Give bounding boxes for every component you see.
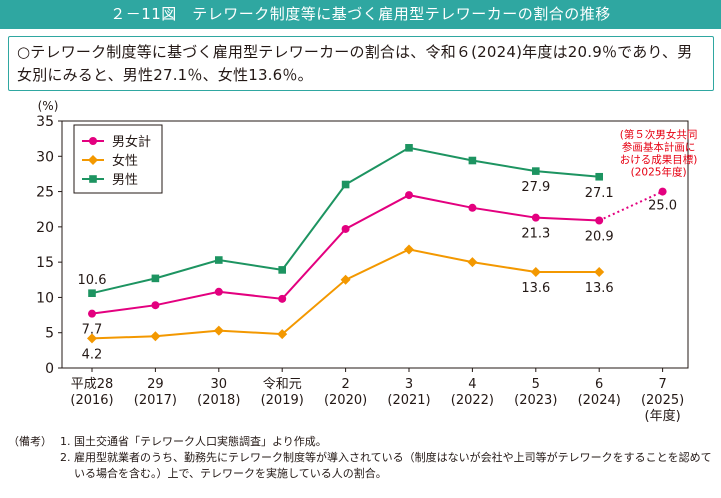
target-annotation-line: (第５次男女共同 xyxy=(620,128,698,141)
x-tick-label: 2 xyxy=(341,377,349,392)
data-point xyxy=(532,167,540,175)
data-point xyxy=(341,180,350,189)
note-text: 雇用型就業者のうち、勤務先にテレワーク制度等が導入されている（制度はないが会社や… xyxy=(74,451,712,480)
y-tick-label: 0 xyxy=(45,361,54,377)
summary-text: ○テレワーク制度等に基づく雇用型テレワーカーの割合は、令和６(2024)年度は2… xyxy=(17,43,693,84)
x-tick-label-year: (2022) xyxy=(451,393,494,408)
data-label: 7.7 xyxy=(82,323,103,338)
notes: （備考） 1. 国土交通省「テレワーク人口実態調査」より作成。 2. 雇用型就業… xyxy=(8,434,718,482)
data-label: 4.2 xyxy=(82,347,103,362)
data-point xyxy=(341,224,350,233)
x-tick-label-year: (2019) xyxy=(261,393,304,408)
y-axis-unit-label: (%) xyxy=(38,99,59,113)
target-annotation-line: (2025年度) xyxy=(631,166,687,179)
x-tick-label: 30 xyxy=(211,377,228,392)
x-tick-label: 4 xyxy=(468,377,476,392)
legend-marker xyxy=(88,155,98,165)
data-label: 27.9 xyxy=(521,180,550,195)
legend-marker xyxy=(89,137,97,145)
x-tick-label: 令和元 xyxy=(263,377,302,392)
x-tick-label-year: (2016) xyxy=(70,393,113,408)
data-point xyxy=(405,191,413,200)
legend-marker xyxy=(89,175,97,183)
data-point xyxy=(468,156,477,165)
data-point xyxy=(467,257,478,268)
data-point xyxy=(404,244,414,255)
data-point xyxy=(88,309,96,318)
y-tick-label: 5 xyxy=(45,326,54,342)
x-tick-label: 5 xyxy=(532,377,540,392)
y-tick-label: 25 xyxy=(36,185,54,201)
legend-label: 男女計 xyxy=(112,134,151,150)
target-point xyxy=(658,187,667,196)
data-point xyxy=(340,274,351,285)
data-point xyxy=(405,144,413,152)
figure-title: ２－11図 テレワーク制度等に基づく雇用型テレワーカーの割合の推移 xyxy=(0,0,721,29)
data-label: 13.6 xyxy=(585,281,614,296)
data-point xyxy=(530,267,541,278)
data-point xyxy=(87,333,97,344)
data-point xyxy=(215,256,223,264)
y-tick-label: 20 xyxy=(36,220,54,236)
legend-label: 男性 xyxy=(112,173,138,188)
series-line-2 xyxy=(91,146,600,295)
note-text: 国土交通省「テレワーク人口実態調査」より作成。 xyxy=(74,435,327,448)
x-tick-label-year: (2023) xyxy=(514,393,557,408)
data-point xyxy=(213,325,224,336)
x-tick-label-year: (2021) xyxy=(387,393,430,408)
target-annotation-line: 参画基本計画に xyxy=(622,141,696,154)
x-tick-label-year: (2024) xyxy=(578,393,621,408)
summary-box: ○テレワーク制度等に基づく雇用型テレワーカーの割合は、令和６(2024)年度は2… xyxy=(8,36,714,91)
data-point xyxy=(214,287,223,296)
data-label: 13.6 xyxy=(521,281,550,296)
y-tick-label: 30 xyxy=(36,149,54,165)
data-point xyxy=(278,266,286,274)
data-label: 27.1 xyxy=(585,186,614,201)
note-number: 1. xyxy=(60,435,71,448)
y-tick-label: 15 xyxy=(36,255,54,271)
target-annotation-line: おける成果目標) xyxy=(620,153,698,166)
data-point xyxy=(277,329,288,340)
legend-label: 女性 xyxy=(112,153,138,169)
target-dotted-line xyxy=(598,190,664,222)
x-tick-label-year: (2020) xyxy=(324,393,367,408)
x-tick-label-year: (2025) xyxy=(641,393,684,408)
x-tick-label-year: (2018) xyxy=(197,393,240,408)
line-chart: 0 5 10 15 20 25 30 35 (%) 平成28 (2016) 29 (2017) 30 (20… xyxy=(0,96,721,431)
data-point xyxy=(278,294,287,303)
x-tick-label: 29 xyxy=(147,377,164,392)
target-data-label: 25.0 xyxy=(648,199,677,214)
x-tick-label-year: (2017) xyxy=(134,393,177,408)
data-point xyxy=(150,331,161,342)
note-row-2: 2. 雇用型就業者のうち、勤務先にテレワーク制度等が導入されている（制度はないが… xyxy=(8,450,718,482)
data-label: 10.6 xyxy=(78,273,107,288)
data-point xyxy=(151,274,160,283)
data-point xyxy=(88,289,96,297)
data-point xyxy=(595,172,603,181)
x-tick-label: 平成28 xyxy=(71,377,114,392)
data-point xyxy=(531,213,540,222)
chart-svg: 05101520253035(%)平成28(2016)29(2017)30(20… xyxy=(36,99,698,424)
data-point xyxy=(594,267,605,278)
y-tick-label: 35 xyxy=(36,114,54,130)
data-point xyxy=(468,203,477,212)
note-number: 2. xyxy=(60,451,71,464)
x-tick-label: 3 xyxy=(405,377,413,392)
x-tick-label: 7 xyxy=(658,377,666,392)
data-point xyxy=(151,301,160,310)
notes-label: （備考） xyxy=(8,435,52,448)
data-label: 20.9 xyxy=(585,230,614,245)
note-row-1: （備考） 1. 国土交通省「テレワーク人口実態調査」より作成。 xyxy=(8,434,718,450)
x-tick-label: 6 xyxy=(595,377,603,392)
x-axis-unit-label: (年度) xyxy=(645,408,681,424)
plot-frame xyxy=(61,120,689,369)
data-label: 21.3 xyxy=(521,227,550,242)
y-tick-label: 10 xyxy=(36,290,54,306)
